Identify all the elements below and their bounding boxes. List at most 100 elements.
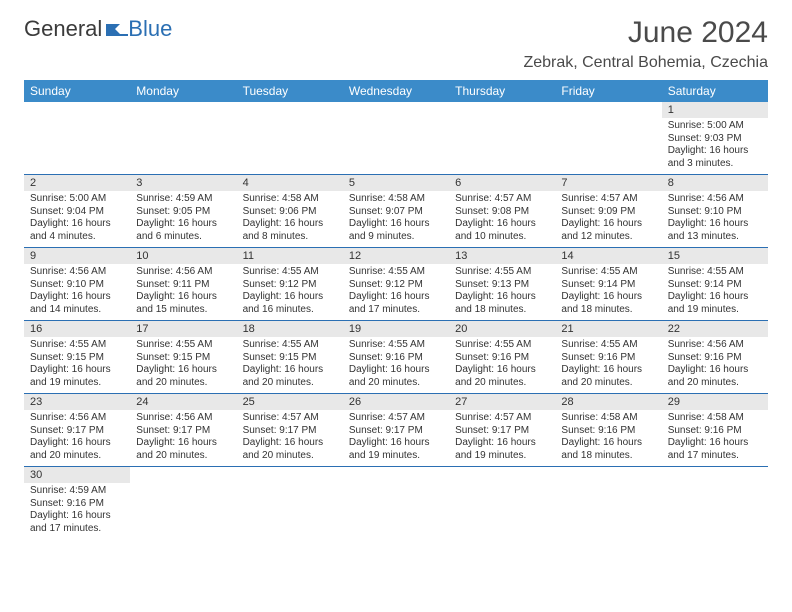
- day-number: 5: [343, 175, 449, 191]
- day-details: Sunrise: 5:00 AMSunset: 9:03 PMDaylight:…: [662, 118, 768, 174]
- day-cell: 29Sunrise: 4:58 AMSunset: 9:16 PMDayligh…: [662, 394, 768, 467]
- day-cell: 11Sunrise: 4:55 AMSunset: 9:12 PMDayligh…: [237, 248, 343, 321]
- sunset: Sunset: 9:17 PM: [349, 425, 443, 438]
- sunset: Sunset: 9:16 PM: [455, 352, 549, 365]
- sunrise: Sunrise: 4:56 AM: [668, 193, 762, 206]
- sunrise: Sunrise: 4:55 AM: [561, 339, 655, 352]
- daylight-line1: Daylight: 16 hours: [561, 364, 655, 377]
- sunrise: Sunrise: 4:55 AM: [136, 339, 230, 352]
- day-cell: 15Sunrise: 4:55 AMSunset: 9:14 PMDayligh…: [662, 248, 768, 321]
- daylight-line1: Daylight: 16 hours: [30, 364, 124, 377]
- day-details: Sunrise: 4:57 AMSunset: 9:08 PMDaylight:…: [449, 191, 555, 247]
- sunrise: Sunrise: 4:55 AM: [668, 266, 762, 279]
- daylight-line1: Daylight: 16 hours: [243, 437, 337, 450]
- day-details: Sunrise: 4:55 AMSunset: 9:12 PMDaylight:…: [237, 264, 343, 320]
- sunrise: Sunrise: 4:56 AM: [136, 412, 230, 425]
- day-number: 27: [449, 394, 555, 410]
- day-details: Sunrise: 4:55 AMSunset: 9:15 PMDaylight:…: [130, 337, 236, 393]
- day-cell: 21Sunrise: 4:55 AMSunset: 9:16 PMDayligh…: [555, 321, 661, 394]
- sunrise: Sunrise: 4:56 AM: [668, 339, 762, 352]
- day-details: Sunrise: 4:56 AMSunset: 9:17 PMDaylight:…: [24, 410, 130, 466]
- day-cell: [237, 102, 343, 175]
- daylight-line1: Daylight: 16 hours: [349, 291, 443, 304]
- day-number: 28: [555, 394, 661, 410]
- day-cell: 28 Sunrise: 4:58 AMSunset: 9:16 PMDayligh…: [555, 394, 661, 467]
- sunrise: Sunrise: 4:57 AM: [561, 193, 655, 206]
- day-details: Sunrise: 4:56 AMSunset: 9:10 PMDaylight:…: [662, 191, 768, 247]
- sunrise: Sunrise: 4:55 AM: [349, 266, 443, 279]
- sunset: Sunset: 9:16 PM: [561, 352, 655, 365]
- header: General Blue June 2024 Zebrak, Central B…: [24, 16, 768, 72]
- daylight-line1: Daylight: 16 hours: [668, 364, 762, 377]
- sunrise: Sunrise: 4:58 AM: [561, 412, 655, 425]
- day-details: Sunrise: 4:59 AMSunset: 9:05 PMDaylight:…: [130, 191, 236, 247]
- sunrise: Sunrise: 4:55 AM: [243, 339, 337, 352]
- daylight-line2: and 8 minutes.: [243, 231, 337, 244]
- daylight-line2: and 15 minutes.: [136, 304, 230, 317]
- day-number: 7: [555, 175, 661, 191]
- sunrise: Sunrise: 4:55 AM: [243, 266, 337, 279]
- daylight-line1: Daylight: 16 hours: [136, 364, 230, 377]
- daylight-line2: and 20 minutes.: [455, 377, 549, 390]
- day-cell: 8Sunrise: 4:56 AMSunset: 9:10 PMDaylight…: [662, 175, 768, 248]
- daylight-line2: and 12 minutes.: [561, 231, 655, 244]
- sunset: Sunset: 9:16 PM: [668, 352, 762, 365]
- month-title: June 2024: [523, 16, 768, 50]
- sunrise: Sunrise: 4:57 AM: [349, 412, 443, 425]
- day-details: Sunrise: 4:57 AMSunset: 9:17 PMDaylight:…: [449, 410, 555, 466]
- day-cell: 9Sunrise: 4:56 AMSunset: 9:10 PMDaylight…: [24, 248, 130, 321]
- day-details: Sunrise: 4:55 AMSunset: 9:16 PMDaylight:…: [555, 337, 661, 393]
- brand-part1: General: [24, 16, 102, 42]
- daylight-line2: and 17 minutes.: [30, 523, 124, 536]
- daylight-line1: Daylight: 16 hours: [668, 145, 762, 158]
- day-cell: 10Sunrise: 4:56 AMSunset: 9:11 PMDayligh…: [130, 248, 236, 321]
- day-details: Sunrise: 4:55 AMSunset: 9:16 PMDaylight:…: [343, 337, 449, 393]
- dayname: Saturday: [662, 80, 768, 102]
- sunset: Sunset: 9:14 PM: [561, 279, 655, 292]
- daylight-line1: Daylight: 16 hours: [243, 218, 337, 231]
- daylight-line1: Daylight: 16 hours: [30, 291, 124, 304]
- dayname: Tuesday: [237, 80, 343, 102]
- day-cell: 14Sunrise: 4:55 AMSunset: 9:14 PMDayligh…: [555, 248, 661, 321]
- daylight-line1: Daylight: 16 hours: [136, 437, 230, 450]
- day-number: 9: [24, 248, 130, 264]
- sunrise: Sunrise: 4:55 AM: [455, 339, 549, 352]
- day-number: 1: [662, 102, 768, 118]
- day-number: 17: [130, 321, 236, 337]
- day-number: 13: [449, 248, 555, 264]
- week-row: 16Sunrise: 4:55 AMSunset: 9:15 PMDayligh…: [24, 321, 768, 394]
- daylight-line2: and 18 minutes.: [561, 304, 655, 317]
- day-details: Sunrise: 4:58 AMSunset: 9:07 PMDaylight:…: [343, 191, 449, 247]
- day-cell: [130, 467, 236, 539]
- daylight-line1: Daylight: 16 hours: [561, 437, 655, 450]
- daylight-line1: Daylight: 16 hours: [455, 437, 549, 450]
- sunset: Sunset: 9:16 PM: [561, 425, 655, 438]
- day-details: Sunrise: 4:56 AMSunset: 9:17 PMDaylight:…: [130, 410, 236, 466]
- daylight-line1: Daylight: 16 hours: [243, 291, 337, 304]
- dayname-row: Sunday Monday Tuesday Wednesday Thursday…: [24, 80, 768, 102]
- day-cell: 19Sunrise: 4:55 AMSunset: 9:16 PMDayligh…: [343, 321, 449, 394]
- sunset: Sunset: 9:10 PM: [668, 206, 762, 219]
- sunrise: Sunrise: 5:00 AM: [668, 120, 762, 133]
- daylight-line1: Daylight: 16 hours: [349, 364, 443, 377]
- daylight-line2: and 19 minutes.: [668, 304, 762, 317]
- day-cell: 1Sunrise: 5:00 AMSunset: 9:03 PMDaylight…: [662, 102, 768, 175]
- day-cell: 4Sunrise: 4:58 AMSunset: 9:06 PMDaylight…: [237, 175, 343, 248]
- day-number: 14: [555, 248, 661, 264]
- day-number: 25: [237, 394, 343, 410]
- day-cell: 16Sunrise: 4:55 AMSunset: 9:15 PMDayligh…: [24, 321, 130, 394]
- day-details: Sunrise: 4:57 AMSunset: 9:17 PMDaylight:…: [343, 410, 449, 466]
- flag-icon: [106, 22, 128, 41]
- location: Zebrak, Central Bohemia, Czechia: [523, 54, 768, 72]
- sunset: Sunset: 9:11 PM: [136, 279, 230, 292]
- daylight-line2: and 19 minutes.: [30, 377, 124, 390]
- sunset: Sunset: 9:09 PM: [561, 206, 655, 219]
- day-details: Sunrise: 4:56 AMSunset: 9:10 PMDaylight:…: [24, 264, 130, 320]
- daylight-line1: Daylight: 16 hours: [455, 291, 549, 304]
- day-cell: [555, 102, 661, 175]
- day-cell: 3Sunrise: 4:59 AMSunset: 9:05 PMDaylight…: [130, 175, 236, 248]
- brand-part2: Blue: [128, 16, 172, 42]
- day-number: 18: [237, 321, 343, 337]
- daylight-line1: Daylight: 16 hours: [455, 364, 549, 377]
- week-row: 23Sunrise: 4:56 AMSunset: 9:17 PMDayligh…: [24, 394, 768, 467]
